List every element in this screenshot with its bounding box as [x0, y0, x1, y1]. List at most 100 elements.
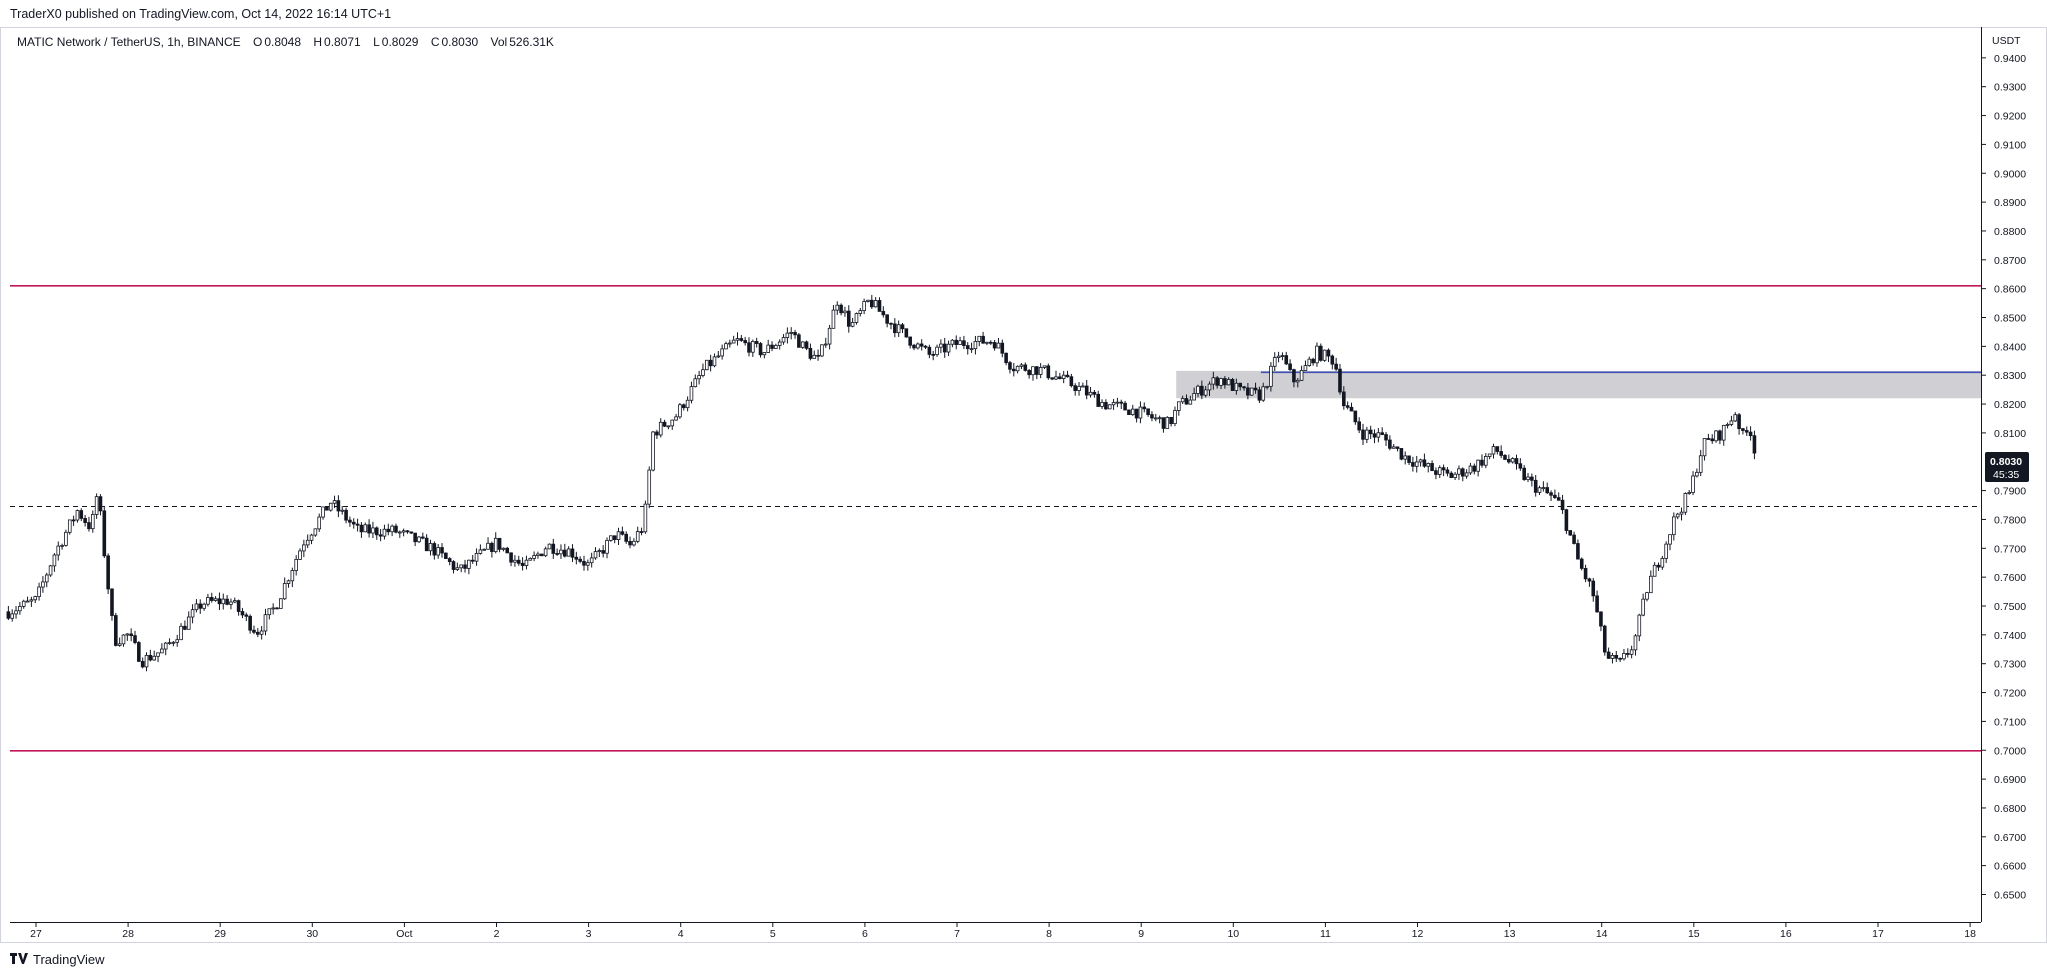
- candle-up: [735, 338, 740, 341]
- price-tick-label: 0.8200: [1994, 399, 2026, 411]
- candle-up: [290, 570, 295, 582]
- candle-up: [543, 548, 548, 557]
- candle-up: [1061, 374, 1066, 380]
- candle-down: [881, 311, 886, 316]
- candle-up: [559, 549, 563, 555]
- candle-down: [470, 559, 475, 562]
- last-price-value: 0.8030: [1990, 456, 2022, 468]
- candle-down: [140, 661, 145, 668]
- candle-down: [1568, 530, 1573, 536]
- candle-up: [1365, 429, 1369, 440]
- candle-down: [1146, 408, 1150, 415]
- candle-up: [44, 574, 49, 583]
- candle-down: [1004, 352, 1008, 364]
- candle-up: [1180, 398, 1185, 403]
- candle-up: [305, 539, 310, 546]
- candle-up: [985, 341, 989, 344]
- candle-up: [536, 553, 540, 556]
- candle-down: [1549, 492, 1553, 496]
- candle-down: [409, 531, 414, 534]
- candle-down: [1330, 355, 1335, 365]
- candle-down: [1345, 405, 1350, 408]
- candle-up: [647, 469, 652, 505]
- candle-up: [1675, 513, 1680, 518]
- candle-up: [1476, 459, 1480, 472]
- candle-down: [1595, 595, 1599, 613]
- currency-label: USDT: [1992, 35, 2021, 47]
- candle-down: [563, 549, 567, 557]
- candle-down: [965, 345, 970, 350]
- candle-up: [674, 416, 678, 421]
- low-label: L: [373, 35, 380, 49]
- time-tick-label: 13: [1504, 928, 1516, 940]
- candle-down: [758, 343, 763, 356]
- candle-up: [1315, 345, 1319, 364]
- candle-up: [221, 598, 226, 605]
- candle-up: [21, 600, 26, 607]
- candle-down: [463, 564, 467, 569]
- time-tick-label: 16: [1780, 928, 1792, 940]
- candle-up: [1683, 493, 1688, 513]
- candle-up: [117, 643, 122, 646]
- candle-up: [33, 596, 38, 601]
- price-tick-label: 0.7500: [1994, 601, 2026, 613]
- candle-down: [962, 340, 966, 346]
- candle-up: [1107, 404, 1112, 410]
- candle-up: [294, 559, 298, 571]
- candle-down: [1011, 368, 1016, 372]
- candle-down: [1553, 494, 1557, 498]
- candle-up: [1115, 401, 1120, 404]
- candle-up: [156, 652, 160, 657]
- last-price-label: 0.8030 45:35: [1985, 452, 2029, 482]
- candle-up: [1207, 383, 1212, 391]
- price-tick-label: 0.7400: [1994, 630, 2026, 642]
- resistance-zone[interactable]: [1176, 370, 1981, 399]
- candle-up: [317, 516, 322, 530]
- time-axis[interactable]: 27 28 29 30 Oct 2 3 4 5 6 7 8 9 10 11 12 13 14 15 16 17 18: [30, 922, 1976, 940]
- time-tick-label: 17: [1872, 928, 1884, 940]
- candle-up: [1219, 378, 1223, 386]
- candle-down: [1372, 433, 1377, 438]
- time-tick-label: 5: [770, 928, 776, 940]
- candle-down: [490, 542, 494, 553]
- candle-up: [866, 299, 870, 302]
- price-axis[interactable]: USDT 0.9400 0.9300 0.9200 0.9100 0.9000 0.890…: [1981, 35, 2026, 902]
- candle-up: [935, 346, 939, 356]
- candle-down: [1545, 487, 1550, 494]
- candle-down: [1706, 438, 1711, 440]
- candle-down: [1503, 455, 1507, 460]
- candle-up: [125, 633, 130, 636]
- candle-up: [609, 535, 613, 541]
- candle-up: [724, 343, 728, 350]
- candle-up: [939, 343, 943, 348]
- tradingview-brand[interactable]: TradingView: [10, 952, 105, 967]
- candle-up: [1138, 406, 1143, 419]
- candle-up: [720, 348, 724, 357]
- candle-up: [1177, 401, 1181, 411]
- candle-up: [1491, 446, 1496, 455]
- candle-up: [800, 341, 805, 348]
- candle-up: [843, 310, 847, 314]
- candle-up: [321, 506, 325, 518]
- candle-down: [1326, 349, 1331, 357]
- candle-down: [1407, 455, 1411, 463]
- candle-up: [67, 519, 72, 533]
- candle-down: [1384, 434, 1388, 441]
- candle-down: [110, 588, 114, 616]
- candle-up: [1510, 458, 1515, 463]
- close-label: C: [430, 35, 440, 49]
- candle-up: [279, 598, 283, 609]
- candle-down: [432, 543, 437, 556]
- candle-up: [1100, 402, 1104, 407]
- candle-down: [904, 328, 909, 338]
- candle-down: [808, 347, 813, 359]
- price-tick-label: 0.9100: [1994, 139, 2026, 151]
- candle-down: [1399, 448, 1404, 460]
- candle-up: [593, 551, 598, 559]
- candle-up: [60, 544, 64, 547]
- candle-up: [52, 554, 57, 567]
- candle-down: [1253, 387, 1258, 391]
- price-tick-label: 0.7600: [1994, 572, 2026, 584]
- price-tick-label: 0.7200: [1994, 688, 2026, 700]
- candle-down: [505, 547, 510, 554]
